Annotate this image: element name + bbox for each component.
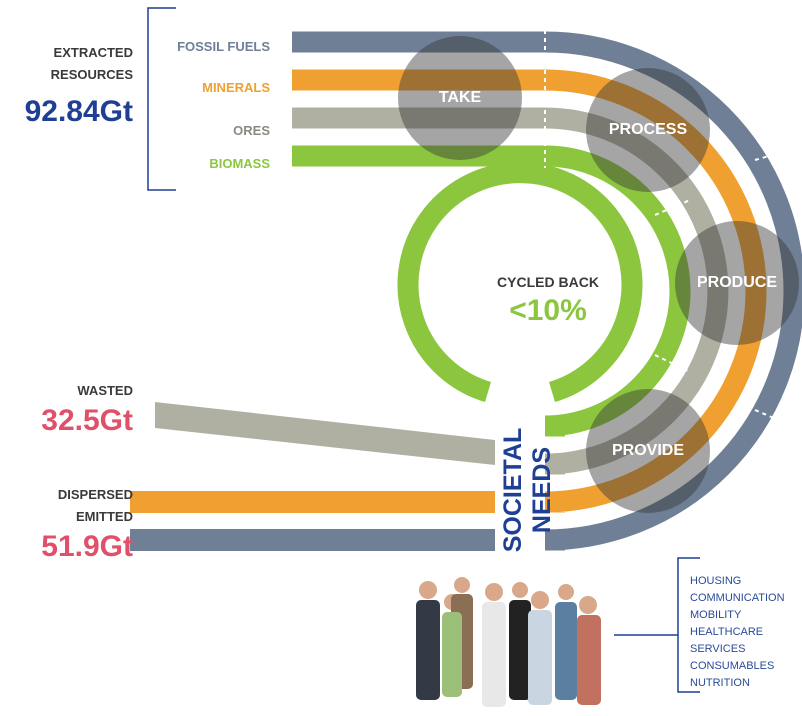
- extracted-value: 92.84Gt: [25, 95, 133, 128]
- resource-label: ORES: [233, 123, 270, 138]
- societal-label: SOCIETAL: [499, 428, 527, 553]
- need-item: HEALTHCARE: [690, 626, 763, 638]
- need-item: COMMUNICATION: [690, 592, 785, 604]
- extracted-label: RESOURCES: [51, 67, 134, 82]
- need-item: NUTRITION: [690, 677, 750, 689]
- stage-label: PROVIDE: [612, 442, 684, 459]
- infographic: TAKE PROCESS PRODUCE PROVIDE EXTRACTED R…: [0, 0, 802, 716]
- cycled-value: <10%: [509, 294, 587, 327]
- extracted-label: EXTRACTED: [54, 45, 133, 60]
- wasted-label: WASTED: [77, 383, 133, 398]
- resource-label: BIOMASS: [209, 156, 270, 171]
- cycled-label: CYCLED BACK: [497, 274, 599, 290]
- dispersed-value: 51.9Gt: [41, 530, 133, 563]
- wasted-value: 32.5Gt: [41, 404, 133, 437]
- need-item: HOUSING: [690, 575, 741, 587]
- stage-label: TAKE: [439, 89, 482, 106]
- stage-label: PRODUCE: [697, 274, 777, 291]
- need-item: CONSUMABLES: [690, 660, 774, 672]
- societal-needs: SOCIETAL NEEDS: [499, 428, 556, 553]
- need-item: MOBILITY: [690, 609, 742, 621]
- stage-label: PROCESS: [609, 121, 688, 138]
- dispersed-label: EMITTED: [76, 509, 133, 524]
- societal-label: NEEDS: [528, 447, 556, 533]
- dispersed-label: DISPERSED: [58, 487, 133, 502]
- resource-label: MINERALS: [202, 80, 270, 95]
- resource-label: FOSSIL FUELS: [177, 39, 270, 54]
- people-illustration: [416, 577, 601, 707]
- need-item: SERVICES: [690, 643, 745, 655]
